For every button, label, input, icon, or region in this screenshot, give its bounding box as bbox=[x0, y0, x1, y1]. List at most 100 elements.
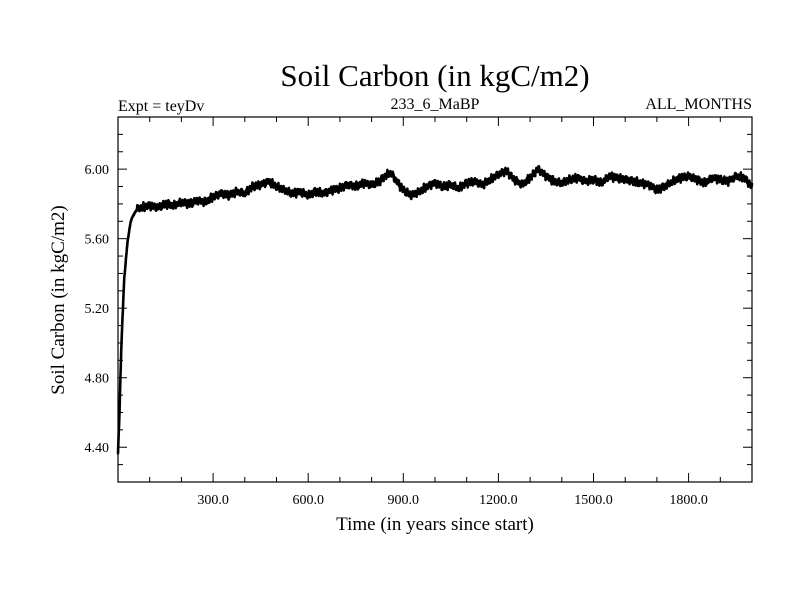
data-point bbox=[426, 185, 428, 188]
data-point bbox=[442, 185, 444, 188]
data-point bbox=[188, 203, 191, 205]
data-point bbox=[576, 177, 579, 179]
axis-ticks: 300.0 600.0 900.0 1200.0 1500.0 1800.0 4.40 4.8… bbox=[85, 117, 752, 508]
data-point bbox=[632, 180, 634, 183]
data-point bbox=[592, 178, 595, 181]
data-point bbox=[164, 203, 167, 205]
data-point bbox=[123, 276, 126, 278]
data-point bbox=[121, 310, 124, 313]
data-point bbox=[291, 192, 294, 195]
data-point bbox=[339, 187, 341, 190]
data-point bbox=[465, 182, 468, 184]
data-point bbox=[156, 206, 159, 209]
data-point bbox=[120, 350, 122, 353]
data-point bbox=[251, 185, 254, 188]
y-tick-label: 4.40 bbox=[85, 441, 110, 456]
data-point bbox=[751, 185, 753, 188]
data-point bbox=[624, 178, 626, 181]
data-point bbox=[362, 182, 365, 184]
data-point bbox=[136, 208, 138, 210]
x-tick-label: 900.0 bbox=[388, 493, 420, 508]
data-point bbox=[664, 185, 666, 188]
data-point bbox=[648, 183, 650, 186]
data-point bbox=[679, 177, 682, 179]
data-point bbox=[719, 178, 722, 181]
data-point bbox=[727, 180, 730, 183]
data-point bbox=[561, 182, 563, 184]
data-point bbox=[117, 453, 119, 455]
data-point bbox=[711, 177, 714, 179]
experiment-label: Expt = teyDv bbox=[118, 98, 204, 115]
y-tick-label: 5.20 bbox=[85, 302, 110, 317]
data-point bbox=[410, 194, 413, 197]
x-tick-label: 1500.0 bbox=[574, 493, 613, 508]
data-point bbox=[275, 185, 278, 188]
data-point bbox=[545, 175, 547, 177]
data-point bbox=[529, 177, 531, 179]
data-point bbox=[497, 173, 500, 176]
data-point bbox=[616, 177, 619, 179]
data-point bbox=[473, 180, 476, 183]
data-point bbox=[299, 190, 302, 193]
data-point bbox=[568, 178, 571, 181]
data-point bbox=[608, 175, 611, 177]
y-tick-label: 4.80 bbox=[85, 372, 110, 387]
data-point bbox=[553, 180, 555, 183]
y-tick-label: 6.00 bbox=[85, 163, 110, 178]
x-axis-label: Time (in years since start) bbox=[336, 514, 534, 535]
data-point bbox=[389, 171, 392, 174]
data-point bbox=[244, 192, 246, 195]
data-point bbox=[687, 175, 690, 177]
data-point bbox=[671, 180, 674, 183]
data-point bbox=[129, 220, 132, 223]
data-point bbox=[220, 192, 222, 195]
x-tick-label: 1200.0 bbox=[479, 493, 518, 508]
data-point bbox=[347, 183, 349, 186]
months-label: ALL_MONTHS bbox=[645, 96, 752, 113]
data-point bbox=[315, 190, 317, 193]
data-point bbox=[118, 408, 121, 410]
data-point bbox=[148, 204, 151, 207]
data-point bbox=[457, 187, 460, 190]
data-point bbox=[656, 189, 658, 191]
data-point bbox=[703, 182, 706, 184]
x-tick-label: 1800.0 bbox=[669, 493, 708, 508]
data-point bbox=[323, 192, 325, 195]
y-tick-label: 5.60 bbox=[85, 233, 110, 248]
data-point bbox=[513, 178, 516, 181]
data-point bbox=[521, 183, 523, 186]
data-point bbox=[267, 180, 270, 183]
y-axis-label: Soil Carbon (in kgC/m2) bbox=[48, 205, 69, 394]
data-point bbox=[133, 213, 135, 216]
data-point bbox=[386, 173, 389, 176]
data-point bbox=[370, 183, 373, 186]
data-point bbox=[584, 180, 587, 183]
period-label: 233_6_MaBP bbox=[391, 96, 480, 113]
data-point bbox=[307, 194, 310, 197]
chart-title: Soil Carbon (in kgC/m2) bbox=[280, 58, 589, 93]
data-point bbox=[600, 182, 603, 184]
data-point bbox=[354, 185, 357, 188]
x-tick-label: 600.0 bbox=[292, 493, 324, 508]
series-line bbox=[116, 165, 754, 454]
data-point bbox=[695, 178, 698, 181]
data-point bbox=[378, 180, 381, 183]
data-point bbox=[640, 182, 642, 184]
data-point bbox=[394, 178, 397, 181]
data-point bbox=[402, 189, 405, 191]
data-point bbox=[489, 178, 492, 181]
data-point bbox=[236, 190, 238, 193]
data-point bbox=[212, 196, 214, 198]
data-point bbox=[331, 189, 333, 191]
data-point bbox=[481, 183, 484, 186]
data-point bbox=[204, 201, 206, 203]
data-point bbox=[283, 189, 286, 191]
data-point bbox=[735, 175, 737, 177]
data-point bbox=[505, 170, 508, 172]
x-tick-label: 300.0 bbox=[197, 493, 229, 508]
data-point bbox=[418, 190, 420, 193]
series-group bbox=[116, 165, 754, 455]
data-point bbox=[172, 204, 175, 207]
data-point bbox=[537, 168, 539, 170]
